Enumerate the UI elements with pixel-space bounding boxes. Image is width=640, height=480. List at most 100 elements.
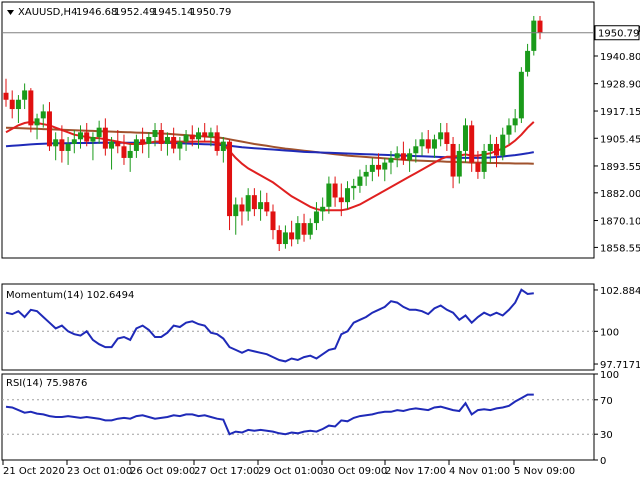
candle-down [121,134,127,165]
candle-body [15,99,21,110]
ohlc-open: 1946.68 [76,7,117,18]
current-price: 1950.79 [2,25,640,41]
candle-up [233,197,239,235]
rsi-series [5,393,534,436]
candle-body [208,132,214,137]
momentum-panel[interactable]: 102.8843 100 97.7171 Momentum(14) 102.6494 [1,283,640,371]
candle-body [487,143,493,151]
rsi-line [2,393,594,436]
rsi-panel-frame [1,373,595,461]
candle-body [22,90,28,100]
candle-body [462,125,468,151]
collapse-triangle-icon[interactable] [7,10,14,15]
candle-body [494,143,500,156]
candle-down [376,153,382,177]
candle-body [164,136,170,144]
candle-up [34,113,40,140]
candle-up [512,109,518,133]
price-tick-label: 1940.80 [600,52,640,63]
candle-body [3,92,9,100]
time-tick-label: 23 Oct 01:00 [67,466,132,477]
momentum-line [2,288,594,363]
candle-up [164,132,170,156]
candle-body [382,162,388,170]
rsi-tick-label: 100 [600,370,619,381]
price-panel[interactable]: 1952.701940.801928.901917.151905.451893.… [1,1,640,259]
candle-up [53,132,59,161]
candle-body [351,185,357,189]
momentum-tick-label: 97.7171 [600,360,640,371]
candle-body [506,125,512,135]
candle-body [289,232,295,240]
candle-body [251,195,257,210]
candle-body [332,183,338,198]
candle-down [475,150,481,179]
candle-down [537,15,543,40]
candle-body [320,206,326,212]
candle-body [425,139,431,149]
candle-body [282,232,288,245]
candle-body [34,118,40,126]
candle-body [127,150,133,158]
candle-up [65,136,71,165]
candle-body [481,150,487,172]
candle-up [506,118,512,144]
candle-down [301,213,307,242]
candle-body [537,20,543,33]
price-axis: 1952.701940.801928.901917.151905.451893.… [594,24,640,254]
candle-body [90,136,96,142]
ohlc-high: 1952.49 [114,7,155,18]
candle-up [127,143,133,172]
candle-down [102,118,108,156]
candle-down [28,88,34,133]
candle-body [245,195,251,212]
candle-up [96,120,102,144]
price-tick-label: 1858.55 [600,243,640,254]
time-tick-label: 2 Nov 17:00 [385,466,446,477]
candle-body [313,211,319,224]
candle-body [158,130,164,144]
candle-body [195,132,201,140]
candle-body [531,20,537,51]
rsi-tick-label: 70 [600,396,613,407]
momentum-title: Momentum(14) 102.6494 [6,290,134,301]
candle-up [282,225,288,249]
candles [3,15,543,252]
candle-body [438,132,444,140]
candle-down [469,120,475,172]
candle-body [518,71,524,119]
candle-down [202,123,208,142]
candle-body [46,111,52,147]
candle-up [481,143,487,179]
candle-up [500,127,506,161]
candle-up [518,67,524,124]
candle-body [512,118,518,126]
candle-up [456,143,462,184]
rsi-panel[interactable]: 100 70 30 0 RSI(14) 75.9876 [1,370,619,467]
time-tick-label: 21 Oct 2020 [3,466,65,477]
momentum-axis: 102.8843 100 97.7171 [594,286,640,371]
price-tick-label: 1870.10 [600,217,640,228]
candle-body [133,139,139,151]
ohlc-close: 1950.79 [190,7,231,18]
candle-up [152,123,158,147]
time-tick-label: 5 Nov 09:00 [514,466,575,477]
candle-body [276,230,282,245]
candle-down [289,220,295,247]
candle-up [258,190,264,221]
candle-body [115,141,121,147]
candle-body [475,162,481,172]
candle-down [494,136,500,168]
ohlc-low: 1945.14 [152,7,193,18]
candle-down [400,141,406,165]
candle-body [59,139,65,151]
candle-body [78,132,84,140]
candle-up [345,181,351,210]
candle-body [270,211,276,231]
candle-body [369,164,375,172]
candle-up [220,136,226,163]
time-tick-label: 4 Nov 01:00 [449,466,510,477]
candle-up [438,123,444,147]
